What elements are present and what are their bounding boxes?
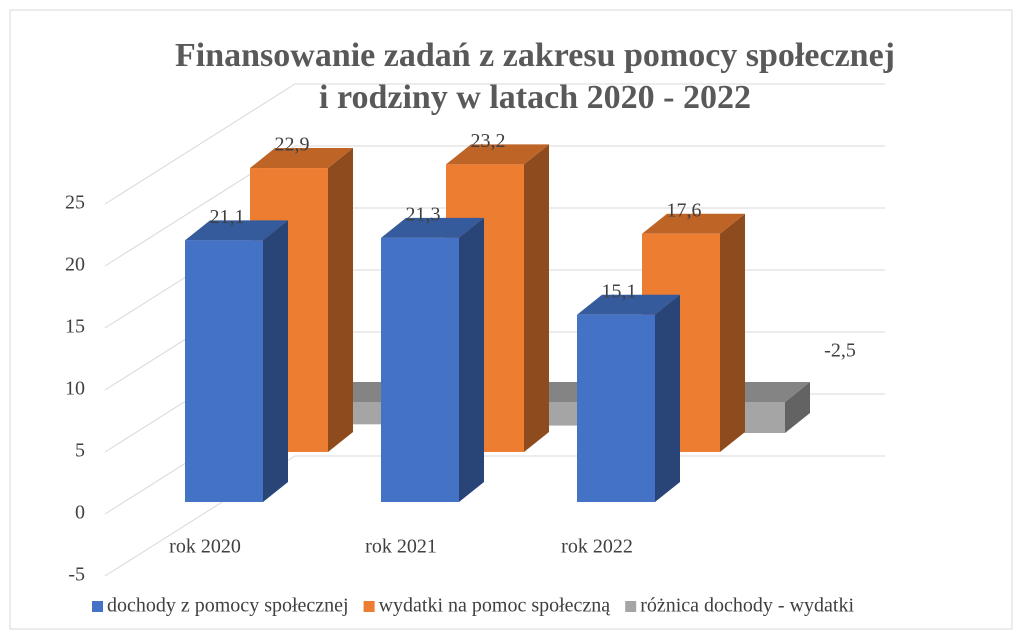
bar-side — [524, 144, 549, 452]
grid-line — [104, 455, 885, 577]
y-tick-label: 25 — [65, 192, 85, 214]
bar-side — [263, 220, 288, 503]
x-tick-label: rok 2020 — [169, 536, 241, 558]
bar-side — [459, 217, 484, 502]
grid-line — [104, 83, 885, 205]
legend-swatch — [363, 601, 375, 612]
y-tick-label: -5 — [68, 564, 85, 586]
bar-top — [446, 144, 549, 165]
data-label: 23,2 — [471, 130, 506, 152]
data-label: -2,5 — [824, 340, 856, 362]
legend-label: dochody z pomocy społecznej — [107, 595, 349, 617]
data-label: 15,1 — [602, 280, 637, 302]
bar-top — [185, 220, 288, 241]
x-tick-label: rok 2022 — [561, 536, 633, 558]
bar-top — [381, 217, 484, 238]
data-label: 21,3 — [406, 203, 441, 225]
bar-side — [720, 213, 745, 452]
x-tick-label: rok 2021 — [365, 536, 437, 558]
bar — [381, 217, 484, 502]
data-label: 17,6 — [667, 199, 702, 221]
grid-group: -5 0 5 10 15 20 25 — [65, 83, 885, 586]
legend: dochody z pomocy społecznej wydatki na po… — [92, 595, 854, 617]
bars-group: -1,8-1,9-2,522,923,217,621,121,315,1rok … — [169, 130, 856, 558]
bar-front — [577, 314, 655, 502]
bar — [577, 294, 680, 502]
y-tick-label: 10 — [65, 378, 85, 400]
legend-swatch — [625, 601, 637, 612]
bar-front — [381, 237, 459, 502]
bar — [185, 220, 288, 503]
bar-side — [328, 148, 353, 453]
bar-side — [655, 294, 680, 502]
data-label: 21,1 — [210, 206, 245, 228]
data-label: 22,9 — [275, 134, 310, 156]
legend-label: wydatki na pomoc społeczną — [379, 595, 612, 617]
grid-line — [104, 145, 885, 267]
y-tick-label: 5 — [75, 440, 85, 462]
legend-swatch — [92, 601, 103, 612]
bar-top — [642, 213, 745, 234]
bar-top — [250, 148, 353, 169]
y-tick-label: 20 — [65, 254, 85, 276]
chart-subtitle: i rodziny w latach 2020 - 2022 — [319, 79, 751, 116]
legend-label: różnica dochody - wydatki — [640, 595, 854, 617]
bar-side — [785, 382, 810, 433]
y-tick-label: 15 — [65, 316, 85, 338]
bar-front — [185, 240, 263, 503]
bar-top — [577, 294, 680, 315]
chart-title: Finansowanie zadań z zakresu pomocy społ… — [175, 37, 895, 74]
y-tick-label: 0 — [75, 502, 85, 524]
